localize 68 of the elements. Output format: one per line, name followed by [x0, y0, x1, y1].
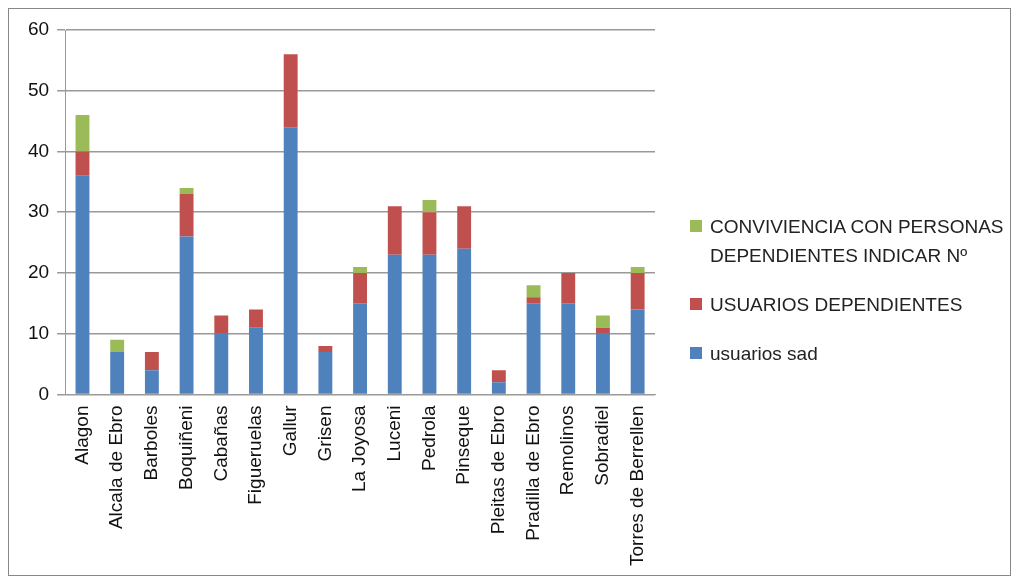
- y-tick-label: 30: [27, 200, 50, 222]
- bar: [179, 194, 194, 237]
- bar: [144, 351, 159, 371]
- bar: [353, 272, 368, 304]
- x-tick-label: Remolinos: [556, 405, 578, 496]
- x-tick-label: Cabañas: [209, 405, 231, 482]
- legend-label: USUARIOS DEPENDIENTES: [710, 292, 963, 317]
- bar: [491, 382, 506, 394]
- y-tick-label: 60: [27, 18, 50, 40]
- bar: [630, 272, 645, 310]
- bar: [596, 333, 610, 394]
- bar: [353, 303, 368, 394]
- x-tick-label: Alcala de Ebro: [105, 405, 127, 530]
- bar: [318, 345, 333, 352]
- bar: [283, 54, 298, 128]
- bar: [457, 248, 472, 394]
- x-tick-label: Barboles: [140, 405, 162, 481]
- x-tick-label: Alagon: [70, 405, 92, 465]
- bar: [630, 266, 645, 273]
- bar: [561, 303, 576, 394]
- x-tick-label: Pradilla de Ebro: [521, 405, 543, 541]
- bar: [179, 236, 194, 394]
- bar: [214, 333, 229, 394]
- x-tick-label: Figueruelas: [244, 405, 266, 505]
- x-tick-label: Boquiñeni: [174, 405, 196, 491]
- bar: [387, 254, 402, 394]
- bar: [387, 206, 402, 255]
- x-tick-label: Sobradiel: [591, 405, 613, 486]
- bar: [630, 309, 645, 394]
- bar: [526, 297, 541, 304]
- y-tick-label: 40: [27, 139, 50, 161]
- legend-label: usuarios sad: [710, 341, 818, 366]
- bar: [422, 200, 437, 213]
- x-tick-label: Pleitas de Ebro: [487, 405, 509, 535]
- bar: [457, 206, 472, 249]
- bar: [596, 327, 610, 334]
- y-tick-label: 10: [27, 321, 50, 343]
- bar: [75, 115, 90, 152]
- bar: [214, 315, 229, 334]
- x-tick-label: Luceni: [383, 405, 404, 462]
- bar: [75, 175, 90, 394]
- y-tick-label: 0: [38, 382, 50, 404]
- bar: [353, 266, 368, 273]
- bar: [110, 351, 125, 394]
- bar: [318, 351, 333, 394]
- bar: [561, 272, 576, 304]
- bar: [110, 339, 125, 352]
- x-tick-label: Grisen: [313, 405, 335, 462]
- legend-label: CONVIVIENCIA CON PERSONAS DEPENDIENTES INDICAR Nº: [710, 214, 1005, 268]
- x-tick-label: Torres de Berrellen: [625, 405, 647, 567]
- bar: [283, 127, 298, 394]
- bar: [422, 212, 437, 255]
- x-tick-label: Gallur: [278, 404, 300, 457]
- bar: [249, 309, 263, 328]
- bar: [526, 285, 541, 298]
- x-tick-label: Pedrola: [417, 405, 439, 471]
- bar: [249, 327, 263, 394]
- y-tick-label: 20: [27, 261, 50, 283]
- x-tick-label: Pinseque: [452, 405, 474, 485]
- bar: [179, 187, 194, 195]
- bar: [596, 315, 610, 328]
- bar: [144, 370, 159, 394]
- bar: [75, 151, 90, 176]
- bar: [526, 303, 541, 394]
- x-tick-label: La Joyosa: [348, 405, 370, 493]
- bar: [422, 254, 437, 394]
- y-tick-label: 50: [27, 78, 50, 100]
- bar: [491, 370, 506, 383]
